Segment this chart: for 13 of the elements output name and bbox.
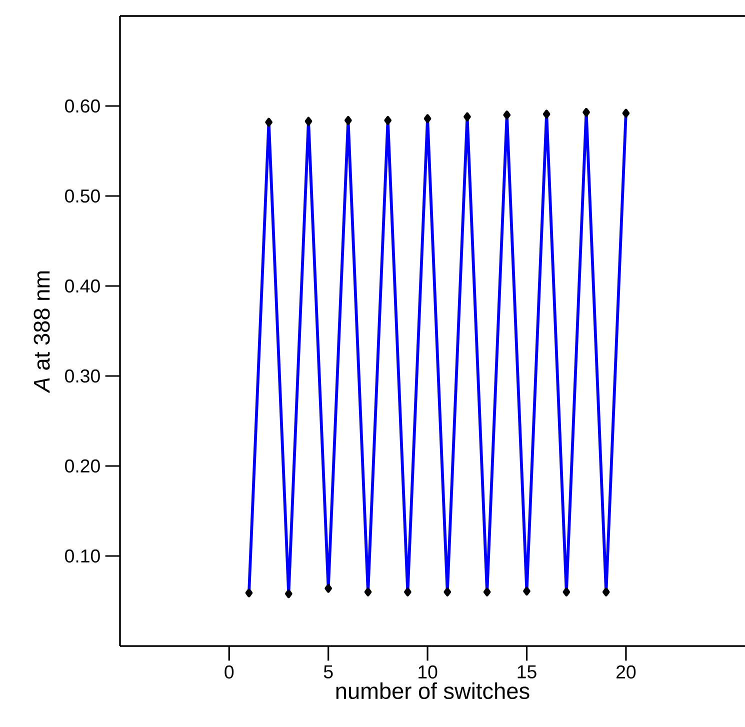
- x-tick-label: 5: [324, 665, 333, 678]
- y-tick-label: 0.20: [65, 459, 100, 473]
- x-tick-label: 20: [616, 665, 636, 679]
- x-axis-title: number of switches: [336, 682, 530, 700]
- y-tick-label: 0.60: [65, 99, 100, 113]
- x-tick-label: 10: [418, 665, 438, 679]
- y-tick-label: 0.50: [65, 189, 100, 203]
- y-axis-title: A at 388 nm: [34, 271, 50, 394]
- x-tick-label: 0: [224, 665, 234, 679]
- x-tick-label: 15: [518, 665, 536, 678]
- y-tick-label: 0.10: [65, 549, 100, 563]
- y-tick-label: 0.30: [65, 369, 100, 383]
- y-tick-label: 0.40: [65, 279, 100, 293]
